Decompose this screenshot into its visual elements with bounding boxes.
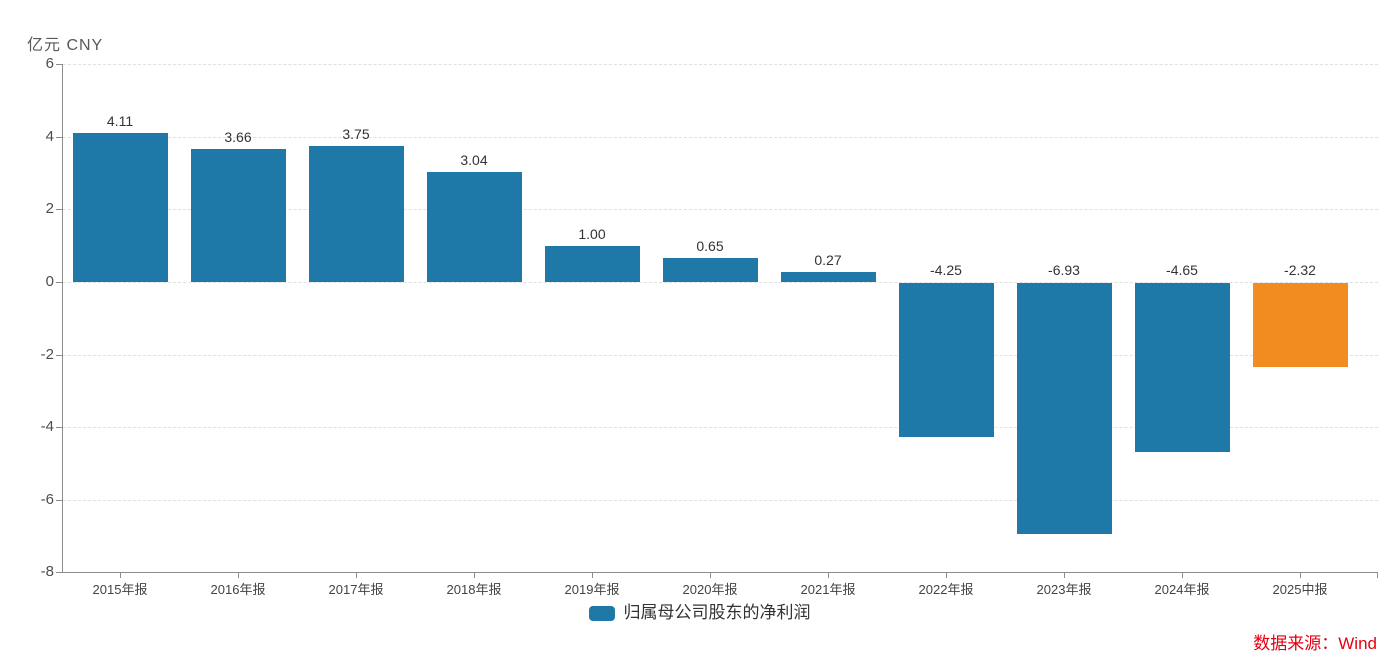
x-axis-tick xyxy=(710,572,711,578)
bar-value-label: 3.04 xyxy=(460,151,488,168)
bar xyxy=(1134,283,1230,452)
x-tick-label: 2018年报 xyxy=(446,582,502,597)
x-axis-tick xyxy=(474,572,475,578)
bar-value-label: 3.66 xyxy=(224,129,252,146)
x-axis-tick xyxy=(1182,572,1183,578)
x-tick-label: 2022年报 xyxy=(918,582,974,597)
bar xyxy=(898,283,994,438)
x-tick-label: 2025中报 xyxy=(1272,582,1328,597)
gridline xyxy=(63,499,1378,501)
gridline xyxy=(63,427,1378,429)
bar-value-label: 0.65 xyxy=(696,238,724,255)
x-tick-label: 2023年报 xyxy=(1036,582,1092,597)
bar xyxy=(662,258,758,282)
bar-value-label: 3.75 xyxy=(342,125,370,142)
legend-item[interactable]: 归属母公司股东的净利润 xyxy=(588,603,811,623)
x-axis-tick xyxy=(592,572,593,578)
x-axis-tick xyxy=(238,572,239,578)
x-axis-tick xyxy=(356,572,357,578)
y-axis-tick xyxy=(56,64,62,66)
gridline xyxy=(63,209,1378,211)
x-axis-tick xyxy=(828,572,829,578)
y-tick-label: -2 xyxy=(40,345,54,363)
y-axis-unit-label: 亿元 CNY xyxy=(27,37,104,54)
x-axis-tick xyxy=(1377,572,1378,578)
x-tick-label: 2016年报 xyxy=(210,582,266,597)
y-axis-tick xyxy=(56,499,62,501)
bar-value-label: 1.00 xyxy=(578,225,606,242)
x-tick-label: 2021年报 xyxy=(800,582,856,597)
x-axis-tick xyxy=(1300,572,1301,578)
x-tick-label: 2017年报 xyxy=(328,582,384,597)
legend-label: 归属母公司股东的净利润 xyxy=(623,603,811,622)
bar xyxy=(544,245,640,282)
bar-value-label: -4.65 xyxy=(1166,262,1198,278)
bar-value-label: 4.11 xyxy=(106,112,134,129)
y-axis-tick xyxy=(56,354,62,356)
y-tick-label: 6 xyxy=(45,55,54,73)
gridline xyxy=(63,282,1378,283)
x-tick-label: 2019年报 xyxy=(564,582,620,597)
legend-swatch-icon xyxy=(588,605,615,621)
bar xyxy=(1016,283,1112,535)
bar-value-label: -4.25 xyxy=(930,262,962,278)
bar xyxy=(190,149,286,282)
bar xyxy=(72,132,168,282)
bar-value-label: 0.27 xyxy=(814,252,842,269)
y-tick-label: 2 xyxy=(45,200,54,218)
x-tick-label: 2024年报 xyxy=(1154,582,1210,597)
gridline xyxy=(63,64,1378,66)
data-source-label: 数据来源：Wind xyxy=(1253,634,1377,653)
x-axis-tick xyxy=(946,572,947,578)
bar xyxy=(780,272,876,282)
y-tick-label: -8 xyxy=(40,563,54,581)
y-tick-label: 0 xyxy=(45,273,54,290)
bar-value-label: -6.93 xyxy=(1048,262,1080,278)
x-tick-label: 2020年报 xyxy=(682,582,738,597)
y-axis-tick xyxy=(56,282,62,283)
x-tick-label: 2015年报 xyxy=(92,582,148,597)
y-axis-tick xyxy=(56,209,62,211)
gridline xyxy=(63,354,1378,356)
y-axis-line xyxy=(62,64,63,573)
x-axis-tick xyxy=(120,572,121,578)
bar xyxy=(308,145,404,282)
y-axis-tick xyxy=(56,427,62,429)
y-tick-label: 4 xyxy=(45,127,54,145)
bar xyxy=(1252,283,1348,368)
y-axis-tick xyxy=(56,572,62,574)
y-tick-label: -6 xyxy=(40,490,54,508)
gridline xyxy=(63,136,1378,138)
x-axis-tick xyxy=(1064,572,1065,578)
bar xyxy=(426,171,522,282)
x-axis-line xyxy=(62,572,1378,573)
y-axis-tick xyxy=(56,136,62,138)
y-tick-label: -4 xyxy=(40,418,54,436)
bar-value-label: -2.32 xyxy=(1284,262,1316,278)
